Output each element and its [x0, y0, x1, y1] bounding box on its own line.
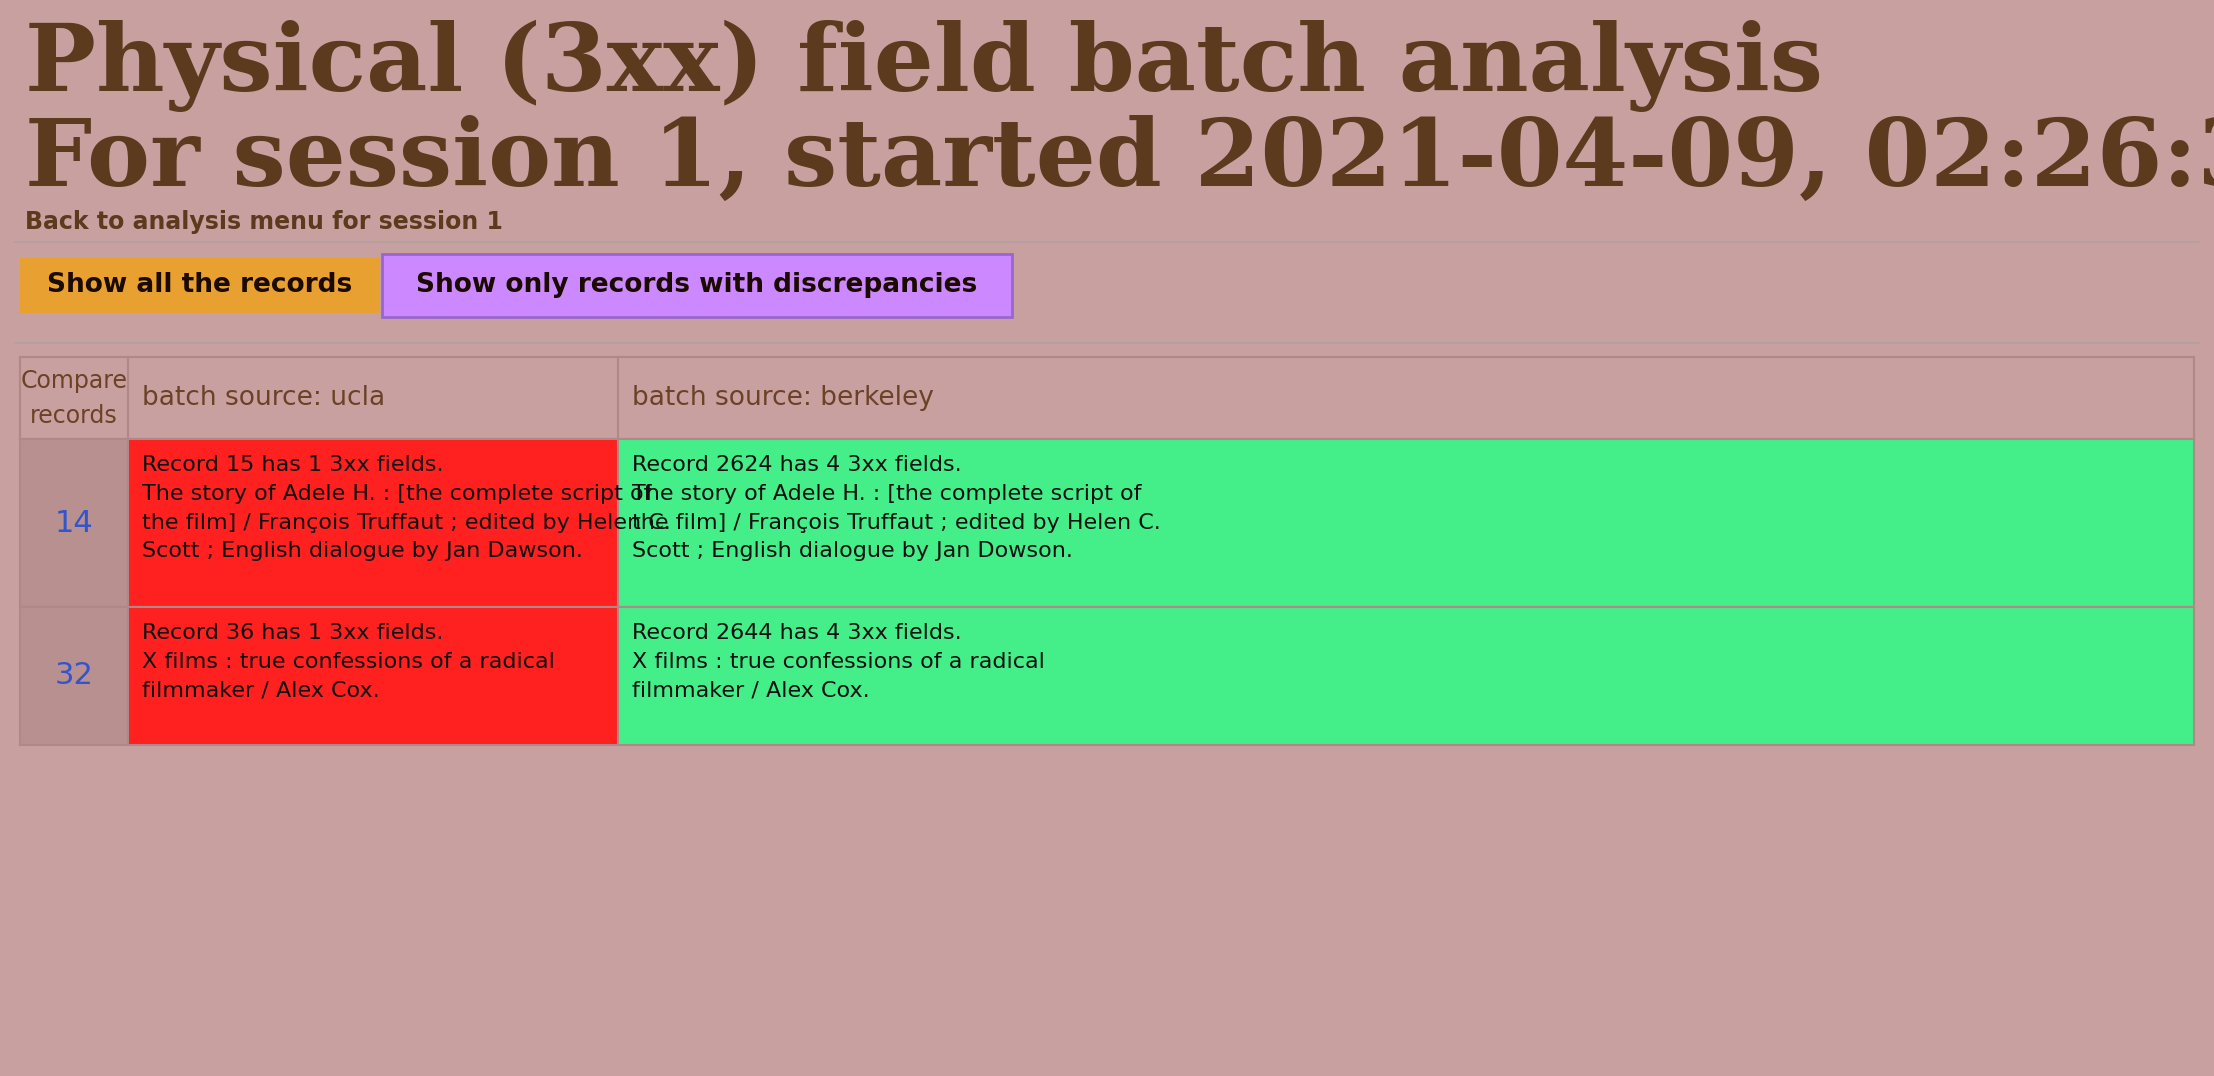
- FancyBboxPatch shape: [618, 439, 2194, 607]
- FancyBboxPatch shape: [383, 254, 1012, 317]
- FancyBboxPatch shape: [128, 607, 618, 745]
- Text: Show only records with discrepancies: Show only records with discrepancies: [416, 272, 979, 298]
- Text: For session 1, started 2021-04-09, 02:26:38: For session 1, started 2021-04-09, 02:26…: [24, 115, 2214, 206]
- FancyBboxPatch shape: [20, 439, 128, 607]
- Text: Back to analysis menu for session 1: Back to analysis menu for session 1: [24, 210, 503, 233]
- Text: batch source: ucla: batch source: ucla: [142, 385, 385, 411]
- Text: 32: 32: [55, 662, 93, 691]
- Text: Show all the records: Show all the records: [46, 272, 352, 298]
- Text: batch source: berkeley: batch source: berkeley: [631, 385, 934, 411]
- Text: 14: 14: [55, 509, 93, 538]
- Text: Physical (3xx) field batch analysis: Physical (3xx) field batch analysis: [24, 20, 1822, 112]
- Text: Record 36 has 1 3xx fields.
X films : true confessions of a radical
filmmaker / : Record 36 has 1 3xx fields. X films : tr…: [142, 623, 556, 700]
- FancyBboxPatch shape: [20, 258, 381, 313]
- Text: Record 2644 has 4 3xx fields.
X films : true confessions of a radical
filmmaker : Record 2644 has 4 3xx fields. X films : …: [631, 623, 1045, 700]
- Text: Record 2624 has 4 3xx fields.
The story of Adele H. : [the complete script of
th: Record 2624 has 4 3xx fields. The story …: [631, 455, 1160, 562]
- Text: Compare
records: Compare records: [20, 369, 128, 428]
- FancyBboxPatch shape: [20, 357, 2194, 439]
- FancyBboxPatch shape: [20, 607, 128, 745]
- FancyBboxPatch shape: [618, 607, 2194, 745]
- Text: Record 15 has 1 3xx fields.
The story of Adele H. : [the complete script of
the : Record 15 has 1 3xx fields. The story of…: [142, 455, 671, 562]
- FancyBboxPatch shape: [128, 439, 618, 607]
